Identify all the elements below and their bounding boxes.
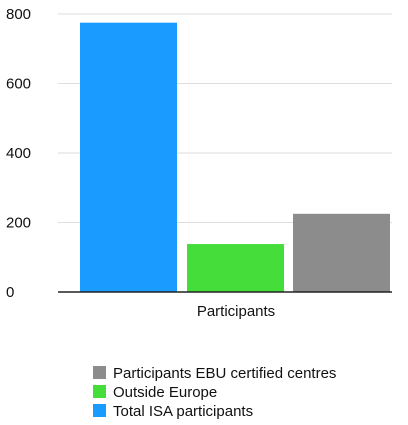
legend-label: Total ISA participants	[113, 403, 253, 420]
legend-swatch	[93, 385, 106, 398]
legend-swatch	[93, 366, 106, 379]
bar-outside-europe	[187, 244, 284, 292]
bar-participants-ebu-certified-centres	[293, 213, 390, 292]
bars	[80, 22, 390, 292]
legend: Participants EBU certified centres Outsid…	[93, 365, 336, 420]
y-tick-label: 600	[6, 76, 31, 93]
legend-label: Outside Europe	[113, 384, 217, 401]
legend-swatch	[93, 404, 106, 417]
y-axis-tick-labels: 0 200 400 600 800	[6, 6, 31, 301]
legend-label: Participants EBU certified centres	[113, 365, 336, 382]
y-tick-label: 400	[6, 145, 31, 162]
y-tick-label: 800	[6, 6, 31, 23]
x-category-label: Participants	[197, 303, 275, 320]
bar-total-isa-participants	[80, 22, 177, 292]
y-tick-label: 200	[6, 215, 31, 232]
y-tick-label: 0	[6, 284, 14, 301]
